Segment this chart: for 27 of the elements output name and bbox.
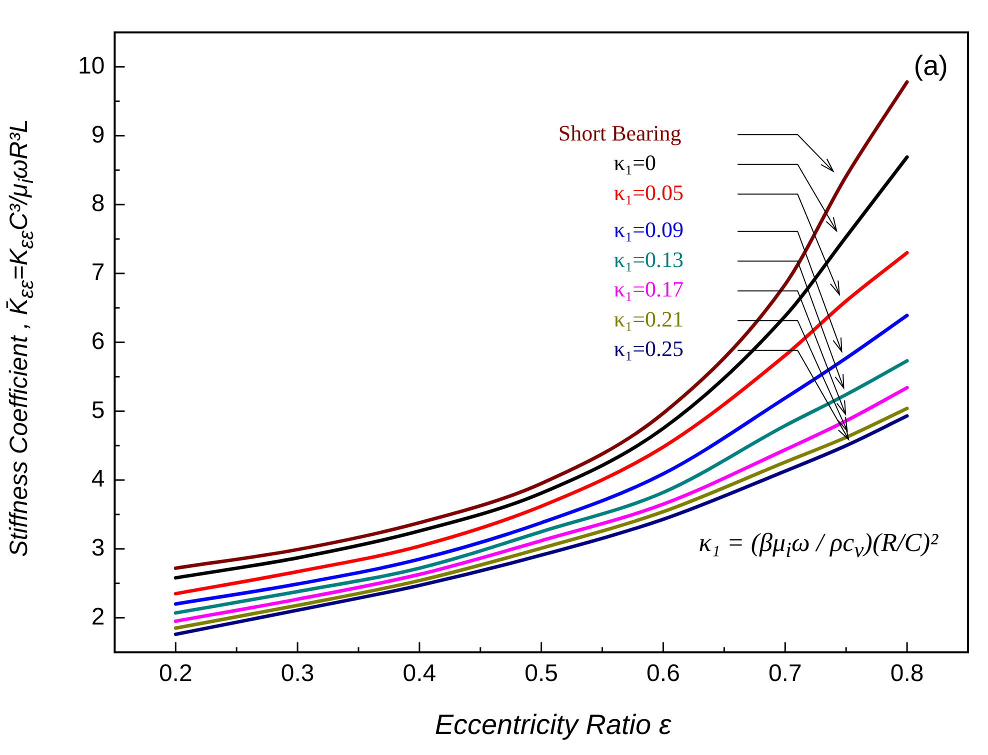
x-tick-label: 0.7 <box>768 660 802 688</box>
y-tick-label: 2 <box>91 603 105 630</box>
x-tick-label: 0.5 <box>524 660 558 688</box>
x-tick-label: 0.3 <box>280 660 314 688</box>
y-tick-label: 10 <box>78 52 105 80</box>
text: κ₁=0.17 <box>614 276 684 302</box>
x-tick-label: 0.6 <box>646 660 680 688</box>
text: κ₁=0.09 <box>614 217 684 242</box>
text: κ₁=0.05 <box>614 180 684 205</box>
x-tick-label: 0.4 <box>402 660 436 688</box>
y-tick-label: 5 <box>91 396 105 424</box>
text: κ₁=0.13 <box>614 246 684 272</box>
x-tick-label: 0.2 <box>158 660 192 688</box>
x-tick-label: 0.8 <box>890 660 924 688</box>
y-tick-label: 7 <box>91 259 105 286</box>
annotation: κ₁ = (βμ$_{i}$ω / ρc$_{v}$)(R/C)² <box>698 528 938 564</box>
text: κ₁=0.25 <box>614 336 684 362</box>
text: κ₁=0 <box>614 150 656 176</box>
y-tick-label: 8 <box>91 190 105 218</box>
text: Short Bearing <box>558 120 682 146</box>
y-tick-label: 9 <box>91 121 105 148</box>
annotation: (a) <box>914 50 948 82</box>
y-tick-label: 4 <box>91 466 105 493</box>
text: κ₁=0.21 <box>614 306 684 332</box>
x-axis-title: Eccentricity Ratio ε <box>434 709 672 741</box>
y-tick-label: 6 <box>91 328 105 355</box>
y-tick-label: 3 <box>91 534 105 562</box>
